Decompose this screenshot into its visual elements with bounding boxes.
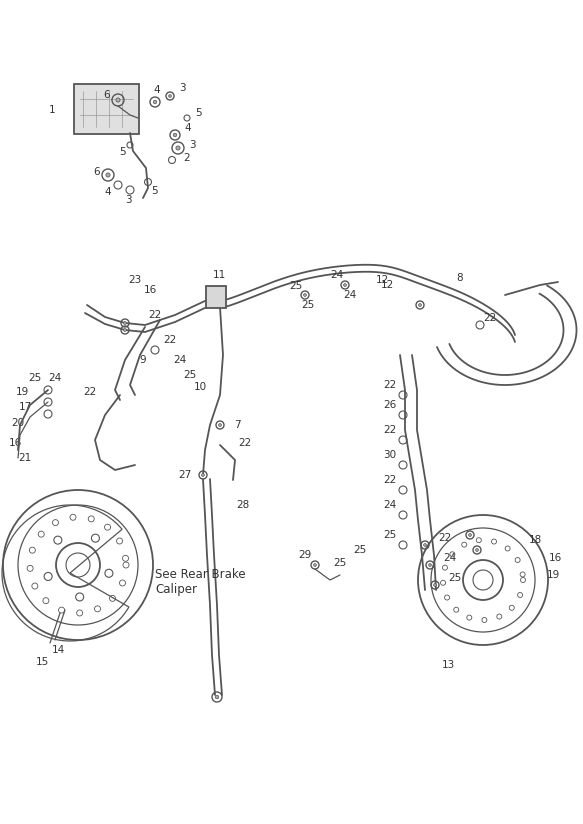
Circle shape	[153, 101, 157, 104]
FancyBboxPatch shape	[206, 286, 226, 308]
Text: 4: 4	[185, 123, 191, 133]
Text: 24: 24	[331, 270, 343, 280]
Text: 15: 15	[36, 657, 48, 667]
Text: 5: 5	[152, 186, 159, 196]
Circle shape	[202, 474, 205, 476]
Text: 7: 7	[234, 420, 240, 430]
Text: 3: 3	[125, 195, 131, 205]
Text: 6: 6	[94, 167, 100, 177]
Text: See Rear Brake: See Rear Brake	[155, 569, 245, 582]
Text: 29: 29	[298, 550, 312, 560]
Circle shape	[215, 695, 219, 699]
Text: 28: 28	[236, 500, 250, 510]
Text: 16: 16	[143, 285, 157, 295]
Circle shape	[424, 544, 426, 546]
Text: 4: 4	[154, 85, 160, 95]
Text: 3: 3	[178, 83, 185, 93]
Text: 12: 12	[380, 280, 394, 290]
Circle shape	[219, 424, 222, 426]
Text: 2: 2	[184, 153, 190, 163]
Text: 21: 21	[19, 453, 31, 463]
Text: 26: 26	[384, 400, 396, 410]
Text: 6: 6	[104, 90, 110, 100]
Circle shape	[304, 293, 307, 297]
FancyBboxPatch shape	[74, 84, 139, 134]
Text: 10: 10	[194, 382, 206, 392]
Text: 5: 5	[195, 108, 201, 118]
Text: 8: 8	[456, 273, 463, 283]
Circle shape	[476, 549, 479, 551]
Text: 25: 25	[301, 300, 315, 310]
Circle shape	[124, 329, 127, 331]
Text: 22: 22	[384, 380, 396, 390]
Text: 20: 20	[12, 418, 24, 428]
Text: 16: 16	[549, 553, 561, 563]
Text: 22: 22	[483, 313, 497, 323]
Text: 11: 11	[212, 270, 226, 280]
Text: 19: 19	[15, 387, 29, 397]
Text: Caliper: Caliper	[155, 583, 197, 597]
Text: 25: 25	[29, 373, 41, 383]
Circle shape	[124, 321, 127, 325]
Text: 25: 25	[384, 530, 396, 540]
Text: 27: 27	[178, 470, 192, 480]
Text: 19: 19	[546, 570, 560, 580]
Text: 24: 24	[343, 290, 357, 300]
Text: 12: 12	[375, 275, 389, 285]
Text: 9: 9	[140, 355, 146, 365]
Circle shape	[106, 173, 110, 177]
Text: 24: 24	[444, 553, 456, 563]
Text: 1: 1	[49, 105, 55, 115]
Text: 25: 25	[353, 545, 367, 555]
Circle shape	[429, 564, 431, 566]
Circle shape	[116, 98, 120, 102]
Text: 16: 16	[8, 438, 22, 448]
Text: 25: 25	[448, 573, 462, 583]
Text: 25: 25	[289, 281, 303, 291]
Text: 5: 5	[119, 147, 125, 157]
Text: 17: 17	[19, 402, 31, 412]
Circle shape	[343, 283, 346, 287]
Text: 25: 25	[184, 370, 196, 380]
Text: 25: 25	[333, 558, 347, 568]
Text: 23: 23	[128, 275, 142, 285]
Text: 24: 24	[48, 373, 62, 383]
Text: 24: 24	[384, 500, 396, 510]
Text: 22: 22	[238, 438, 252, 448]
Text: 22: 22	[163, 335, 177, 345]
Text: 22: 22	[83, 387, 97, 397]
Circle shape	[314, 564, 317, 566]
Circle shape	[176, 146, 180, 150]
Text: 24: 24	[173, 355, 187, 365]
Circle shape	[173, 133, 177, 137]
Text: 22: 22	[384, 475, 396, 485]
Text: 22: 22	[438, 533, 452, 543]
Text: 18: 18	[528, 535, 542, 545]
Text: 4: 4	[105, 187, 111, 197]
Circle shape	[419, 303, 422, 307]
Text: 3: 3	[189, 140, 195, 150]
Circle shape	[434, 583, 437, 587]
Text: 22: 22	[149, 310, 161, 320]
Text: 22: 22	[384, 425, 396, 435]
Circle shape	[469, 534, 472, 536]
Circle shape	[168, 95, 171, 97]
Text: 14: 14	[51, 645, 65, 655]
Text: 13: 13	[441, 660, 455, 670]
Text: 30: 30	[384, 450, 396, 460]
